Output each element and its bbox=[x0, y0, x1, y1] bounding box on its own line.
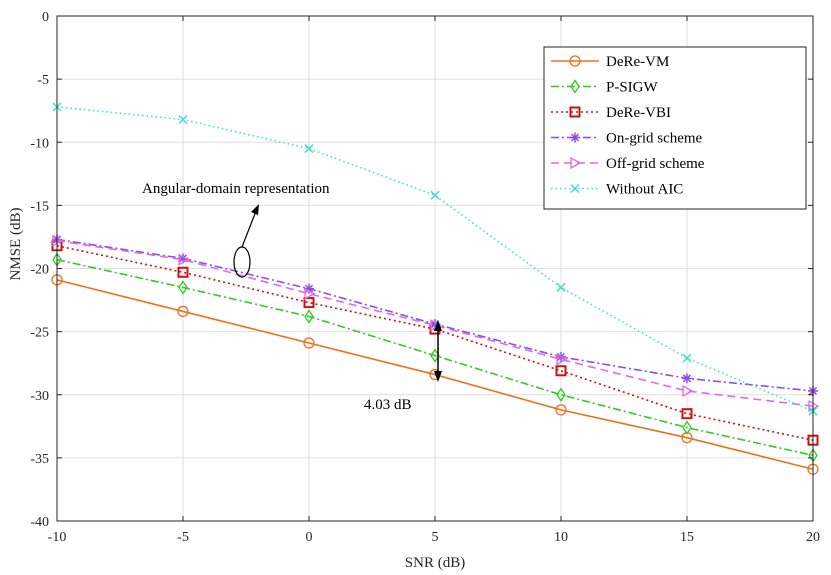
series-layer bbox=[51, 102, 820, 475]
legend-entry: DeRe-VBI bbox=[551, 105, 671, 121]
annotation-arrow-head bbox=[251, 204, 259, 215]
x-axis-label: SNR (dB) bbox=[405, 555, 465, 571]
legend-entry: Without AIC bbox=[551, 182, 683, 198]
marker-diamond bbox=[570, 79, 580, 94]
marker-x bbox=[570, 183, 580, 194]
marker-triangle bbox=[556, 353, 568, 366]
x-tick-label: -10 bbox=[48, 530, 67, 545]
marker-square bbox=[569, 106, 581, 118]
legend-label: DeRe-VM bbox=[606, 54, 669, 70]
marker-circle bbox=[303, 337, 315, 349]
gap-annotation: 4.03 dB bbox=[364, 320, 442, 413]
marker-x bbox=[682, 353, 692, 363]
marker-x bbox=[304, 144, 314, 154]
marker-x bbox=[178, 114, 188, 125]
y-tick-label: -20 bbox=[30, 263, 49, 278]
angular-domain-annotation: Angular-domain representation bbox=[142, 181, 330, 278]
y-tick-label: -10 bbox=[30, 136, 49, 151]
y-tick-label: -35 bbox=[30, 452, 49, 467]
y-tick-label: -15 bbox=[30, 199, 49, 214]
marker-square bbox=[681, 408, 693, 420]
legend-entry: On-grid scheme bbox=[551, 131, 703, 147]
legend-label: Off-grid scheme bbox=[606, 156, 705, 172]
marker-square bbox=[303, 297, 315, 309]
series-line bbox=[56, 279, 814, 471]
series-line bbox=[56, 258, 814, 457]
marker-triangle bbox=[570, 156, 582, 170]
marker-x bbox=[556, 282, 566, 292]
y-tick-label: -5 bbox=[37, 73, 49, 88]
legend-entry: DeRe-VM bbox=[551, 54, 669, 70]
marker-diamond bbox=[556, 387, 566, 402]
legend-box bbox=[543, 46, 807, 210]
legend-entry: Off-grid scheme bbox=[551, 156, 705, 172]
marker-triangle bbox=[682, 384, 694, 398]
y-axis-label: NMSE (dB) bbox=[8, 208, 24, 281]
marker-x bbox=[430, 190, 440, 200]
gap-arrow-head-bottom bbox=[434, 371, 442, 382]
legend: DeRe-VM P-SIGW DeRe-VBI On-grid scheme Off-g… bbox=[543, 46, 807, 210]
marker-asterisk bbox=[570, 132, 580, 143]
x-tick-label: 0 bbox=[306, 530, 313, 545]
marker-diamond bbox=[178, 280, 188, 295]
y-tick-label: -25 bbox=[30, 326, 49, 341]
marker-circle bbox=[569, 55, 581, 67]
y-tick-label: 0 bbox=[42, 10, 49, 25]
x-tick-label: -5 bbox=[177, 530, 189, 545]
y-tick-label: -40 bbox=[30, 515, 49, 530]
marker-circle bbox=[555, 404, 567, 416]
marker-square bbox=[177, 266, 189, 278]
legend-label: On-grid scheme bbox=[606, 131, 703, 147]
annotation-arrow-line bbox=[241, 210, 257, 248]
x-tick-label: 5 bbox=[432, 530, 439, 545]
annotation-text-angular: Angular-domain representation bbox=[142, 181, 330, 197]
marker-triangle bbox=[304, 287, 316, 300]
marker-square bbox=[555, 365, 567, 377]
series-dere-vbi bbox=[51, 240, 819, 446]
x-tick-label: 20 bbox=[806, 530, 820, 545]
marker-diamond bbox=[304, 309, 314, 324]
marker-asterisk bbox=[682, 373, 692, 384]
legend-label: Without AIC bbox=[606, 182, 683, 198]
legend-entry: P-SIGW bbox=[551, 79, 659, 96]
legend-label: DeRe-VBI bbox=[606, 105, 671, 121]
x-tick-label: 15 bbox=[680, 530, 694, 545]
annotation-text-gap: 4.03 dB bbox=[364, 397, 412, 413]
marker-triangle bbox=[178, 253, 190, 266]
legend-label: P-SIGW bbox=[606, 80, 659, 96]
y-tick-label: -30 bbox=[30, 389, 49, 404]
axis-ticks: -10 -5 0 5 10 15 20 0 -5 -10 -15 -20 -25 -30 -35 -40 bbox=[30, 10, 820, 545]
gap-arrow-head-top bbox=[434, 320, 442, 331]
marker-circle bbox=[177, 305, 189, 318]
x-tick-label: 10 bbox=[554, 530, 568, 545]
marker-diamond bbox=[682, 420, 692, 435]
